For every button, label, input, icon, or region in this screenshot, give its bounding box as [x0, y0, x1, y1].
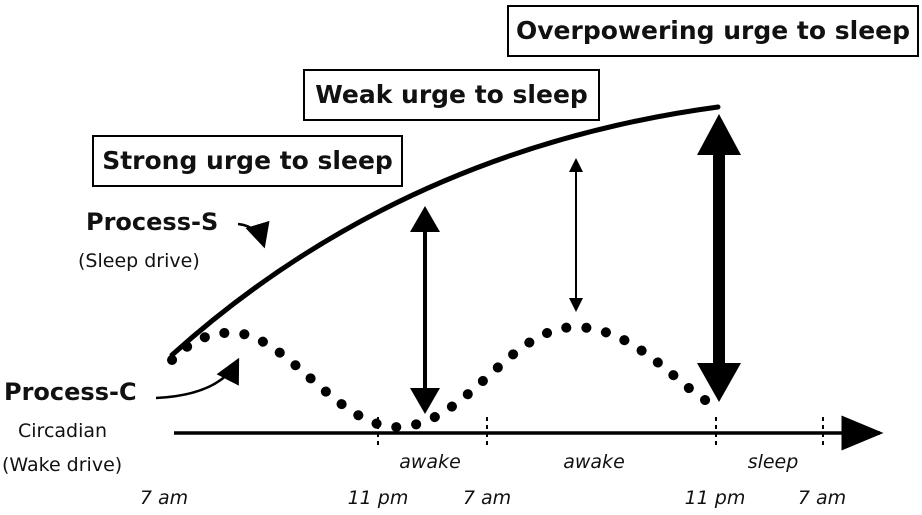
- process-c-curve: [167, 321, 721, 433]
- process-s-curve: [169, 104, 721, 358]
- gap-arrow-second-evening: [697, 114, 741, 402]
- time-label-11pm-1: 11 pm: [347, 487, 409, 509]
- strong-urge-box: Strong urge to sleep: [92, 135, 403, 187]
- process-c-subtitle-wake-drive: (Wake drive): [2, 454, 123, 476]
- gap-arrow-first-evening: [410, 206, 440, 414]
- process-s-subtitle: (Sleep drive): [78, 250, 200, 272]
- process-c-pointer: [155, 357, 240, 400]
- state-label-awake-1: awake: [399, 451, 461, 473]
- process-s-title: Process-S: [86, 208, 219, 236]
- gap-arrow-midday: [569, 158, 583, 312]
- time-label-11pm-2: 11 pm: [684, 487, 746, 509]
- overpowering-urge-box: Overpowering urge to sleep: [507, 5, 919, 57]
- process-s-pointer: [237, 220, 270, 249]
- process-c-subtitle-circadian: Circadian: [18, 420, 108, 442]
- time-label-7am-1: 7 am: [139, 487, 189, 509]
- weak-urge-box: Weak urge to sleep: [303, 69, 600, 121]
- time-label-7am-3: 7 am: [797, 487, 847, 509]
- time-label-7am-2: 7 am: [462, 487, 512, 509]
- state-label-sleep: sleep: [747, 451, 799, 473]
- state-label-awake-2: awake: [563, 451, 625, 473]
- process-c-title: Process-C: [4, 378, 137, 406]
